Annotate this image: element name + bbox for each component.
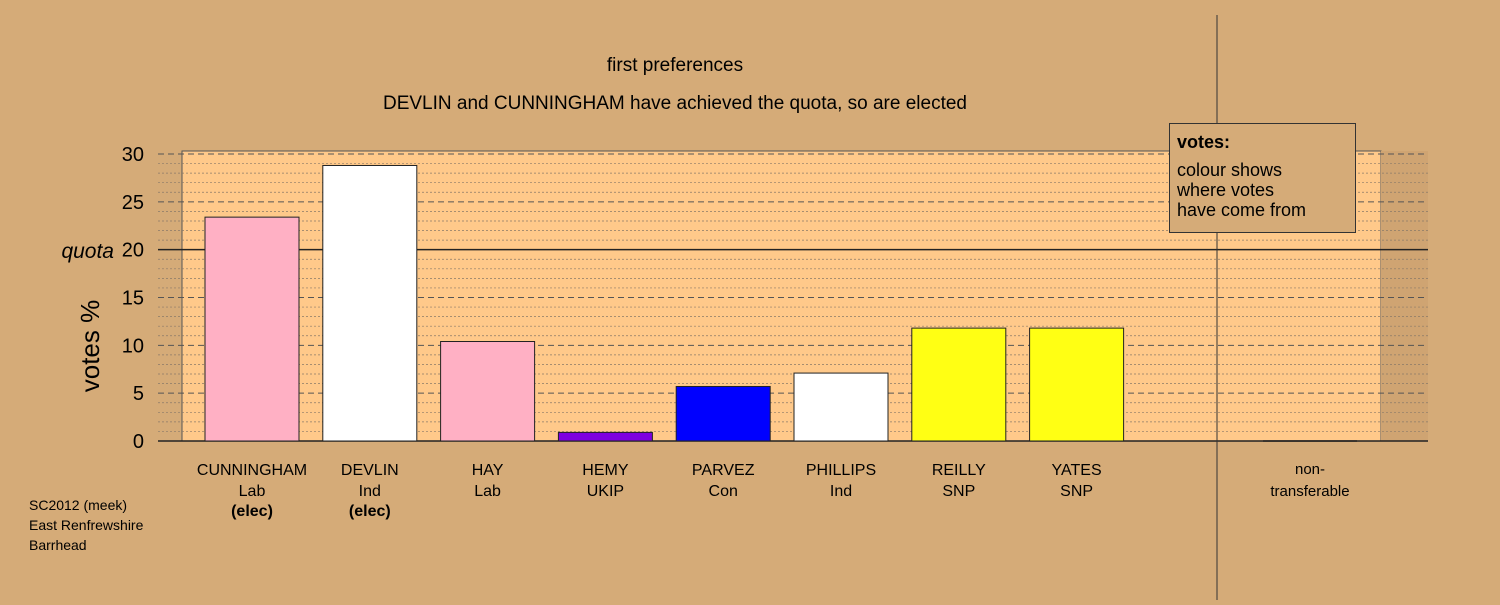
x-tick-label-name: REILLY [932, 462, 986, 479]
y-axis-label: votes % [75, 300, 105, 393]
y-axis: 0 5 10 15 20 25 30 [122, 144, 144, 453]
x-tick-label-name: CUNNINGHAM [197, 462, 307, 479]
chart-title: first preferences [607, 55, 743, 76]
bar [322, 164, 418, 442]
y-tick-label: 5 [133, 383, 144, 405]
x-tick-label-party: Ind [359, 483, 381, 500]
bar [1029, 327, 1125, 442]
bar [675, 385, 771, 442]
x-tick-label-status: (elec) [231, 503, 273, 520]
x-tick-label-party: Lab [474, 483, 501, 500]
bar [204, 216, 300, 442]
source-note: SC2012 (meek) East Renfrewshire Barrhead [29, 495, 143, 555]
plot-margin [1381, 151, 1428, 441]
x-tick-label-party: UKIP [587, 483, 624, 500]
bar [793, 372, 889, 442]
legend-body: colour shows where votes have come from [1177, 160, 1348, 220]
x-tick-label-party: SNP [1060, 483, 1093, 500]
y-tick-label: 20 [122, 240, 144, 262]
x-tick-label-non-transferable: non- [1295, 461, 1325, 478]
bar [557, 431, 653, 442]
chart-subtitle: DEVLIN and CUNNINGHAM have achieved the … [383, 93, 967, 114]
x-tick-label-party: SNP [942, 483, 975, 500]
bar [911, 327, 1007, 442]
legend-line: where votes [1177, 180, 1275, 200]
source-line: East Renfrewshire [29, 517, 144, 533]
legend-line: have come from [1177, 200, 1307, 220]
source-line: Barrhead [29, 537, 87, 553]
x-tick-label-party: Con [709, 483, 738, 500]
x-tick-label-non-transferable: transferable [1270, 483, 1349, 500]
bars [204, 164, 1357, 442]
source-line: SC2012 (meek) [29, 497, 128, 513]
y-tick-label: 15 [122, 288, 144, 310]
y-tick-label: 30 [122, 144, 144, 166]
y-tick-label: 25 [122, 192, 144, 214]
y-tick-label: 0 [133, 431, 144, 453]
x-tick-label-name: HAY [472, 462, 504, 479]
legend-title: votes: [1177, 132, 1231, 152]
quota-label: quota [61, 240, 114, 263]
x-tick-label-name: DEVLIN [341, 462, 399, 479]
legend-line: colour shows [1177, 160, 1283, 180]
legend: votes: colour shows where votes have com… [1169, 123, 1356, 233]
x-tick-label-name: PHILLIPS [806, 462, 876, 479]
x-tick-label-status: (elec) [349, 503, 391, 520]
y-tick-label: 10 [122, 335, 144, 357]
x-tick-label-party: Ind [830, 483, 852, 500]
x-tick-label-name: HEMY [582, 462, 629, 479]
x-tick-label-name: PARVEZ [692, 462, 755, 479]
x-axis-labels: CUNNINGHAM Lab (elec) DEVLIN Ind (elec) HAY Lab… [197, 461, 1350, 520]
x-tick-label-name: YATES [1052, 462, 1102, 479]
x-tick-label-party: Lab [239, 483, 266, 500]
bar [440, 341, 536, 442]
